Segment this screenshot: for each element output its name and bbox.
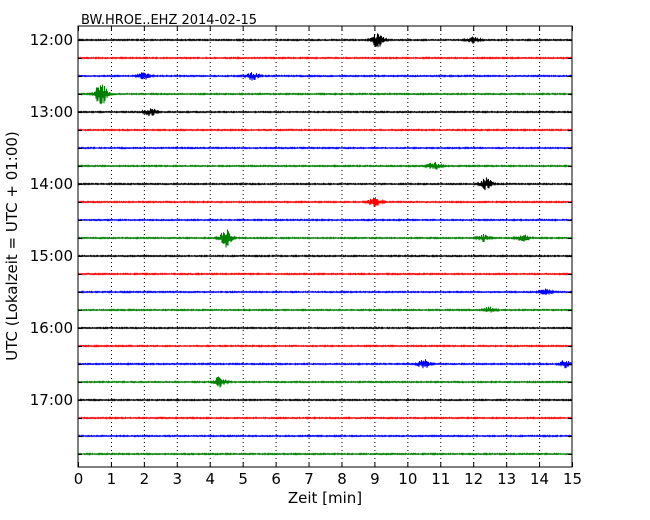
y-tick-label: 14:00 xyxy=(30,175,73,193)
x-tick-label: 11 xyxy=(431,470,450,488)
trace-1430 xyxy=(77,218,573,222)
trace-1645 xyxy=(77,376,573,388)
x-tick-label: 15 xyxy=(563,470,582,488)
trace-1245 xyxy=(77,84,573,105)
y-tick-label: 16:00 xyxy=(30,319,73,337)
x-tick-label: 13 xyxy=(497,470,516,488)
y-tick-label: 17:00 xyxy=(30,391,73,409)
trace-1445 xyxy=(77,229,573,248)
trace-1330 xyxy=(77,146,573,150)
trace-1500 xyxy=(77,254,573,258)
chart-title: BW.HROE..EHZ 2014-02-15 xyxy=(81,13,257,28)
trace-1300 xyxy=(77,108,573,117)
y-tick-label: 12:00 xyxy=(30,31,73,49)
trace-1345 xyxy=(77,161,573,170)
x-tick-label: 4 xyxy=(205,470,215,488)
trace-1700 xyxy=(77,398,573,402)
trace-1545 xyxy=(77,306,573,313)
trace-1200 xyxy=(77,33,573,48)
x-tick-label: 0 xyxy=(74,470,84,488)
trace-layer xyxy=(77,33,573,456)
y-axis-label: UTC (Lokalzeit = UTC + 01:00) xyxy=(3,131,21,361)
x-tick-label: 2 xyxy=(140,470,150,488)
x-axis-label: Zeit [min] xyxy=(288,489,362,507)
trace-1745 xyxy=(77,452,573,456)
trace-1515 xyxy=(77,272,573,276)
x-tick-label: 12 xyxy=(464,470,483,488)
grid-layer xyxy=(110,26,541,467)
x-tick-label: 3 xyxy=(173,470,183,488)
x-tick-label: 5 xyxy=(238,470,248,488)
trace-1730 xyxy=(77,434,573,438)
x-tick-label: 14 xyxy=(530,470,549,488)
trace-1230 xyxy=(77,72,573,81)
x-tick-label: 9 xyxy=(370,470,380,488)
plot-frame xyxy=(77,25,573,468)
trace-1530 xyxy=(77,288,573,296)
x-tick-label: 7 xyxy=(304,470,314,488)
tick-layer: 0 1 2 3 4 5 6 7 8 9 10 11 12 13 14 1512:0013:0014:0015:… xyxy=(30,26,582,488)
trace-1215 xyxy=(77,56,573,60)
x-tick-label: 6 xyxy=(271,470,281,488)
y-tick-label: 15:00 xyxy=(30,247,73,265)
x-tick-label: 10 xyxy=(398,470,417,488)
x-tick-label: 8 xyxy=(337,470,347,488)
trace-1600 xyxy=(77,326,573,330)
y-tick-label: 13:00 xyxy=(30,103,73,121)
trace-1415 xyxy=(77,197,573,207)
x-tick-label: 1 xyxy=(107,470,117,488)
trace-1315 xyxy=(77,128,573,132)
trace-1400 xyxy=(77,177,573,191)
trace-1630 xyxy=(77,359,573,369)
trace-1615 xyxy=(77,344,573,348)
trace-1715 xyxy=(77,416,573,420)
